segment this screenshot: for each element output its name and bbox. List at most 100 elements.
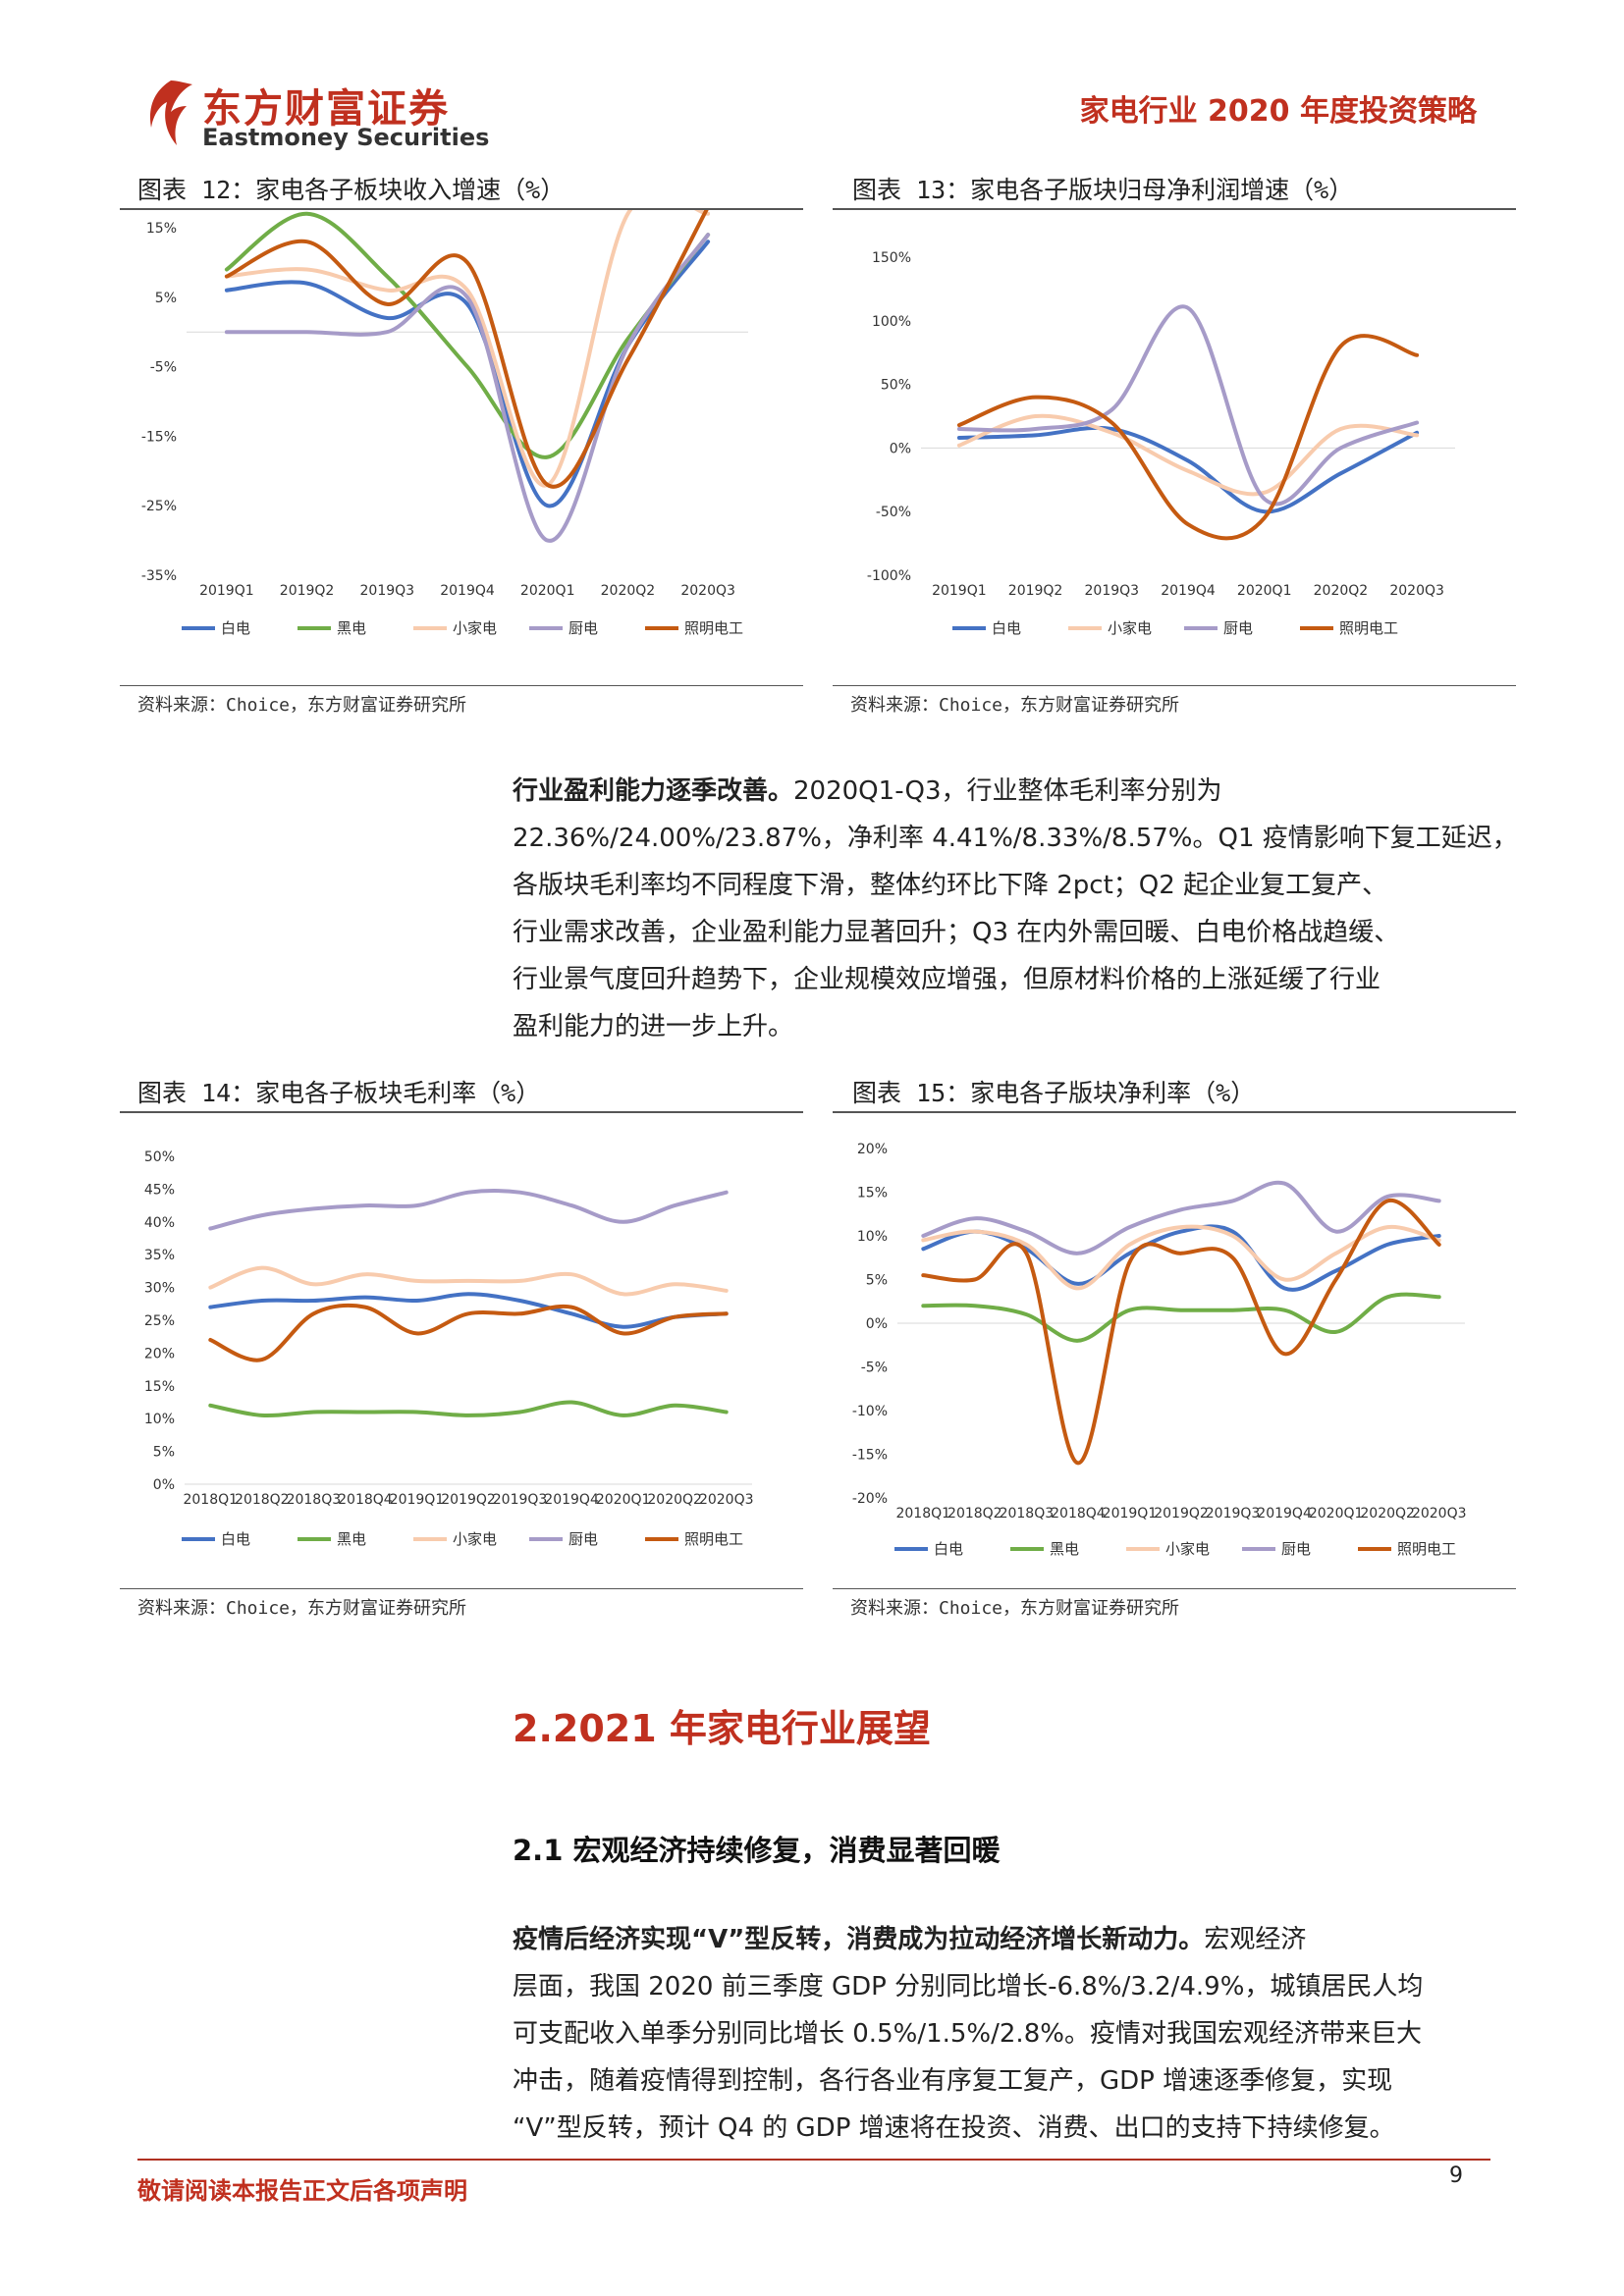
x-tick-label: 2019Q1 bbox=[932, 583, 987, 599]
y-tick-label: -15% bbox=[141, 429, 177, 445]
legend-label: 白电 bbox=[934, 1540, 963, 1558]
legend-label: 白电 bbox=[221, 619, 250, 637]
y-tick-label: 0% bbox=[153, 1477, 175, 1493]
series-line-照明电工 bbox=[956, 334, 1420, 541]
y-tick-label: 0% bbox=[866, 1316, 888, 1332]
paragraph-1-line-4: 行业需求改善，企业盈利能力显著回升；Q3 在内外需回暖、白电价格战趋缓、 bbox=[513, 918, 1400, 947]
series-line-厨电 bbox=[208, 1189, 729, 1231]
y-tick-label: -5% bbox=[150, 360, 177, 376]
y-tick-label: 30% bbox=[144, 1281, 175, 1297]
x-tick-label: 2018Q2 bbox=[947, 1506, 1002, 1522]
series-line-白电 bbox=[208, 1292, 729, 1329]
legend-label: 小家电 bbox=[1108, 619, 1152, 637]
figure-14-source: 资料来源：Choice，东方财富证券研究所 bbox=[137, 1598, 467, 1619]
paragraph-2-line-1: 宏观经济 bbox=[1204, 1925, 1307, 1954]
series-line-黑电 bbox=[921, 1292, 1441, 1343]
y-tick-label: 10% bbox=[144, 1412, 175, 1427]
x-tick-label: 2019Q1 bbox=[199, 583, 254, 599]
legend-label: 黑电 bbox=[1050, 1540, 1079, 1558]
paragraph-2-lead: 疫情后经济实现“V”型反转，消费成为拉动经济增长新动力。 bbox=[513, 1925, 1205, 1954]
series-line-白电 bbox=[956, 425, 1420, 514]
series-line-白电 bbox=[224, 240, 711, 508]
legend-label: 白电 bbox=[992, 619, 1021, 637]
x-tick-label: 2019Q2 bbox=[280, 583, 335, 599]
x-tick-label: 2020Q2 bbox=[601, 583, 656, 599]
figure-13-source: 资料来源：Choice，东方财富证券研究所 bbox=[850, 695, 1180, 716]
x-tick-label: 2018Q2 bbox=[235, 1492, 290, 1508]
figure-12-bottom-rule bbox=[120, 685, 803, 686]
y-tick-label: 150% bbox=[872, 250, 911, 266]
x-tick-label: 2020Q1 bbox=[1309, 1506, 1364, 1522]
legend-label: 厨电 bbox=[1223, 619, 1253, 637]
figure-13-bottom-rule bbox=[833, 685, 1516, 686]
figure-14-top-rule bbox=[120, 1111, 803, 1113]
legend-label: 黑电 bbox=[337, 619, 366, 637]
logo-text-cn: 东方财富证券 bbox=[202, 86, 450, 132]
series-line-厨电 bbox=[956, 304, 1420, 507]
series-line-厨电 bbox=[921, 1180, 1441, 1255]
figure-12-chart: 15% 5% -5% -15% -25% -35% 2019Q1 2019Q2 2019Q3 20… bbox=[141, 210, 748, 637]
figure-15-bottom-rule bbox=[833, 1588, 1516, 1589]
legend-label: 照明电工 bbox=[684, 619, 743, 637]
figure-15-top-rule bbox=[833, 1111, 1516, 1113]
company-logo: 东方财富证券 Eastmoney Securities bbox=[137, 77, 489, 155]
y-tick-label: 50% bbox=[881, 378, 911, 394]
y-tick-label: -10% bbox=[852, 1404, 888, 1419]
x-tick-label: 2018Q3 bbox=[287, 1492, 342, 1508]
footer-disclaimer: 敬请阅读本报告正文后各项声明 bbox=[137, 2177, 467, 2205]
y-tick-label: 5% bbox=[866, 1273, 888, 1289]
paragraph-1-line-3: 各版块毛利率均不同程度下滑，整体约环比下降 2pct；Q2 起企业复工复产、 bbox=[513, 871, 1388, 900]
x-tick-label: 2020Q1 bbox=[520, 583, 575, 599]
series-line-小家电 bbox=[208, 1265, 729, 1297]
y-tick-label: -15% bbox=[852, 1448, 888, 1464]
legend-label: 白电 bbox=[221, 1530, 250, 1548]
figure-15-title: 图表 15：家电各子版块净利率（%） bbox=[852, 1079, 1256, 1107]
figure-13-top-rule bbox=[833, 208, 1516, 210]
legend-label: 照明电工 bbox=[684, 1530, 743, 1548]
figure-12-top-rule bbox=[120, 208, 803, 210]
x-tick-label: 2019Q4 bbox=[1161, 583, 1216, 599]
x-tick-label: 2019Q4 bbox=[1257, 1506, 1312, 1522]
x-tick-label: 2018Q1 bbox=[183, 1492, 238, 1508]
y-tick-label: 40% bbox=[144, 1215, 175, 1231]
x-tick-label: 2019Q2 bbox=[1154, 1506, 1209, 1522]
figure-13-chart: 150% 100% 50% 0% -50% -100% 2019Q1 2019Q2 2019Q3… bbox=[867, 250, 1455, 637]
y-tick-label: 15% bbox=[146, 221, 177, 237]
figure-14-title: 图表 14：家电各子板块毛利率（%） bbox=[137, 1079, 541, 1107]
x-tick-label: 2020Q3 bbox=[680, 583, 735, 599]
y-tick-label: 25% bbox=[144, 1313, 175, 1329]
x-tick-label: 2019Q3 bbox=[360, 583, 415, 599]
x-tick-label: 2020Q3 bbox=[699, 1492, 754, 1508]
x-tick-label: 2019Q2 bbox=[441, 1492, 496, 1508]
y-tick-label: 50% bbox=[144, 1149, 175, 1165]
y-tick-label: 20% bbox=[144, 1346, 175, 1362]
paragraph-1-line-1: 2020Q1-Q3，行业整体毛利率分别为 bbox=[793, 776, 1222, 806]
x-tick-label: 2018Q4 bbox=[1051, 1506, 1106, 1522]
legend-label: 小家电 bbox=[453, 619, 497, 637]
page-number: 9 bbox=[1449, 2163, 1463, 2188]
paragraph-1-line-5: 行业景气度回升趋势下，企业规模效应增强，但原材料价格的上涨延缓了行业 bbox=[513, 965, 1381, 994]
x-tick-label: 2019Q3 bbox=[1085, 583, 1140, 599]
y-tick-label: -5% bbox=[861, 1361, 888, 1376]
figure-12-title: 图表 12：家电各子板块收入增速（%） bbox=[137, 176, 566, 204]
x-tick-label: 2020Q2 bbox=[647, 1492, 702, 1508]
paragraph-2-line-5: “V”型反转，预计 Q4 的 GDP 增速将在投资、消费、出口的支持下持续修复。 bbox=[513, 2113, 1395, 2143]
figure-15-source: 资料来源：Choice，东方财富证券研究所 bbox=[850, 1598, 1180, 1619]
paragraph-2-line-3: 可支配收入单季分别同比增长 0.5%/1.5%/2.8%。疫情对我国宏观经济带来… bbox=[513, 2019, 1422, 2049]
x-tick-label: 2018Q3 bbox=[1000, 1506, 1055, 1522]
legend-label: 小家电 bbox=[1165, 1540, 1210, 1558]
series-line-小家电 bbox=[224, 210, 711, 488]
x-tick-label: 2020Q3 bbox=[1389, 583, 1444, 599]
figure-12-source: 资料来源：Choice，东方财富证券研究所 bbox=[137, 695, 467, 716]
x-tick-label: 2020Q1 bbox=[1237, 583, 1292, 599]
y-tick-label: 35% bbox=[144, 1248, 175, 1263]
y-tick-label: 20% bbox=[857, 1142, 888, 1157]
x-tick-label: 2020Q1 bbox=[596, 1492, 651, 1508]
x-tick-label: 2019Q4 bbox=[440, 583, 495, 599]
x-tick-label: 2019Q1 bbox=[1103, 1506, 1158, 1522]
figure-15-chart: 20% 15% 10% 5% 0% -5% -10% -15% -20% 2018Q12018Q2… bbox=[852, 1142, 1467, 1558]
logo-text-en: Eastmoney Securities bbox=[202, 124, 490, 151]
legend-label: 黑电 bbox=[337, 1530, 366, 1548]
x-tick-label: 2020Q2 bbox=[1314, 583, 1369, 599]
legend-label: 厨电 bbox=[568, 619, 598, 637]
